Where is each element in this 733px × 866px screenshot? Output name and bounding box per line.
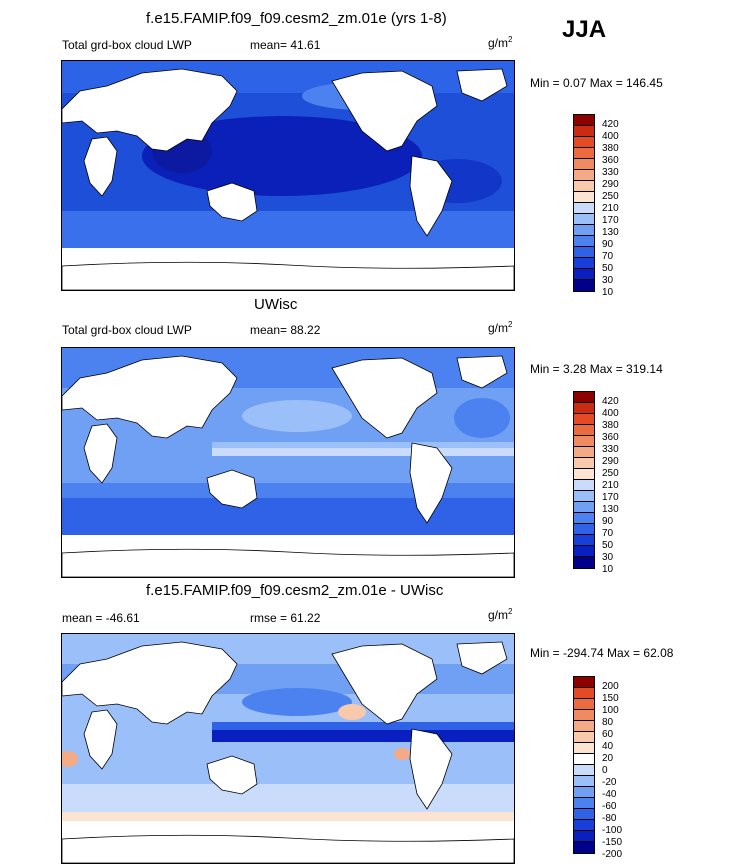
- panel-2-tick: 210: [602, 480, 619, 491]
- panel-1-tick: 330: [602, 167, 619, 178]
- panel-3-tick: 80: [602, 717, 614, 728]
- panel-3-tick: -20: [602, 777, 617, 788]
- panel-2-tick: 400: [602, 408, 619, 419]
- panel-1-tick: 90: [602, 239, 614, 250]
- panel-1-tick: 10: [602, 287, 614, 298]
- panel-2-units: g/m2: [488, 320, 513, 335]
- panel-1-tick: 130: [602, 227, 619, 238]
- panel-1-tick: 360: [602, 155, 619, 166]
- panel-3-units: g/m2: [488, 607, 513, 622]
- panel-2-tick: 170: [602, 492, 619, 503]
- panel-1-tick: 400: [602, 131, 619, 142]
- southern-ocean-band: [62, 498, 514, 535]
- panel-2-tick: 420: [602, 396, 619, 407]
- panel-2-colorbar: [573, 391, 595, 569]
- panel-3-tick: 200: [602, 681, 619, 692]
- itcz-negative-band: [212, 730, 514, 742]
- panel-2-tick: 10: [602, 564, 614, 575]
- continents: [62, 641, 508, 810]
- panel-3-title: f.e15.FAMIP.f09_f09.cesm2_zm.01e - UWisc: [146, 582, 444, 599]
- panel-2-minmax: Min = 3.28 Max = 319.14: [530, 362, 663, 376]
- itcz-band: [212, 448, 514, 456]
- panel-1-tick: 30: [602, 275, 614, 286]
- panel-2-tick: 30: [602, 552, 614, 563]
- panel-2-map: [61, 347, 515, 578]
- panel-2-tick: 360: [602, 432, 619, 443]
- panel-2-tick: 330: [602, 444, 619, 455]
- panel-3-tick: -80: [602, 813, 617, 824]
- panel-2-tick: 50: [602, 540, 614, 551]
- panel-3-tick: 0: [602, 765, 608, 776]
- panel-3-tick: 60: [602, 729, 614, 740]
- panel-1-tick: 50: [602, 263, 614, 274]
- panel-3-minmax: Min = -294.74 Max = 62.08: [530, 646, 674, 660]
- antarctica: [62, 834, 514, 863]
- panel-3-rmse: rmse = 61.22: [250, 611, 321, 625]
- panel-1-subtitle: Total grd-box cloud LWP: [62, 38, 192, 52]
- panel-3-tick: -100: [602, 825, 623, 836]
- panel-3-tick: 40: [602, 741, 614, 752]
- panel-2-tick: 290: [602, 456, 619, 467]
- panel-2-subtitle: Total grd-box cloud LWP: [62, 323, 192, 337]
- panel-3-tick: 150: [602, 693, 619, 704]
- panel-1-tick: 420: [602, 119, 619, 130]
- southern-ocean-band: [62, 211, 514, 248]
- panel-3-tick: 100: [602, 705, 619, 716]
- panel-1-tick: 210: [602, 203, 619, 214]
- continents: [62, 355, 508, 524]
- panel-2-mean: mean= 88.22: [250, 323, 321, 337]
- pacific-low-lwp: [142, 116, 422, 196]
- panel-3-tick: -200: [602, 849, 623, 860]
- panel-3-map: [61, 633, 515, 864]
- panel-1-tick: 250: [602, 191, 619, 202]
- panel-1-minmax: Min = 0.07 Max = 146.45: [530, 76, 663, 90]
- panel-1-title: f.e15.FAMIP.f09_f09.cesm2_zm.01e (yrs 1-…: [146, 10, 447, 27]
- panel-3-mean: mean = -46.61: [62, 611, 140, 625]
- panel-1-tick: 70: [602, 251, 614, 262]
- panel-2-tick: 380: [602, 420, 619, 431]
- panel-2-tick: 250: [602, 468, 619, 479]
- panel-1-mean: mean= 41.61: [250, 38, 321, 52]
- panel-1-colorbar: [573, 114, 595, 292]
- panel-3-tick: -40: [602, 789, 617, 800]
- panel-1-tick: 170: [602, 215, 619, 226]
- panel-1-map: [61, 60, 515, 291]
- antarctica: [62, 261, 514, 290]
- panel-2-title: UWisc: [254, 296, 298, 313]
- panel-1-units: g/m2: [488, 35, 513, 50]
- panel-1-tick: 380: [602, 143, 619, 154]
- antarctica: [62, 548, 514, 577]
- panel-2-tick: 90: [602, 516, 614, 527]
- season-label: JJA: [562, 16, 607, 43]
- panel-2-tick: 70: [602, 528, 614, 539]
- panel-2-tick: 130: [602, 504, 619, 515]
- panel-3-tick: -150: [602, 837, 623, 848]
- panel-3-tick: 20: [602, 753, 614, 764]
- continents: [62, 68, 508, 237]
- panel-1-tick: 290: [602, 179, 619, 190]
- panel-3-tick: -60: [602, 801, 617, 812]
- panel-3-colorbar: [573, 676, 595, 854]
- southern-positive-band: [62, 812, 514, 821]
